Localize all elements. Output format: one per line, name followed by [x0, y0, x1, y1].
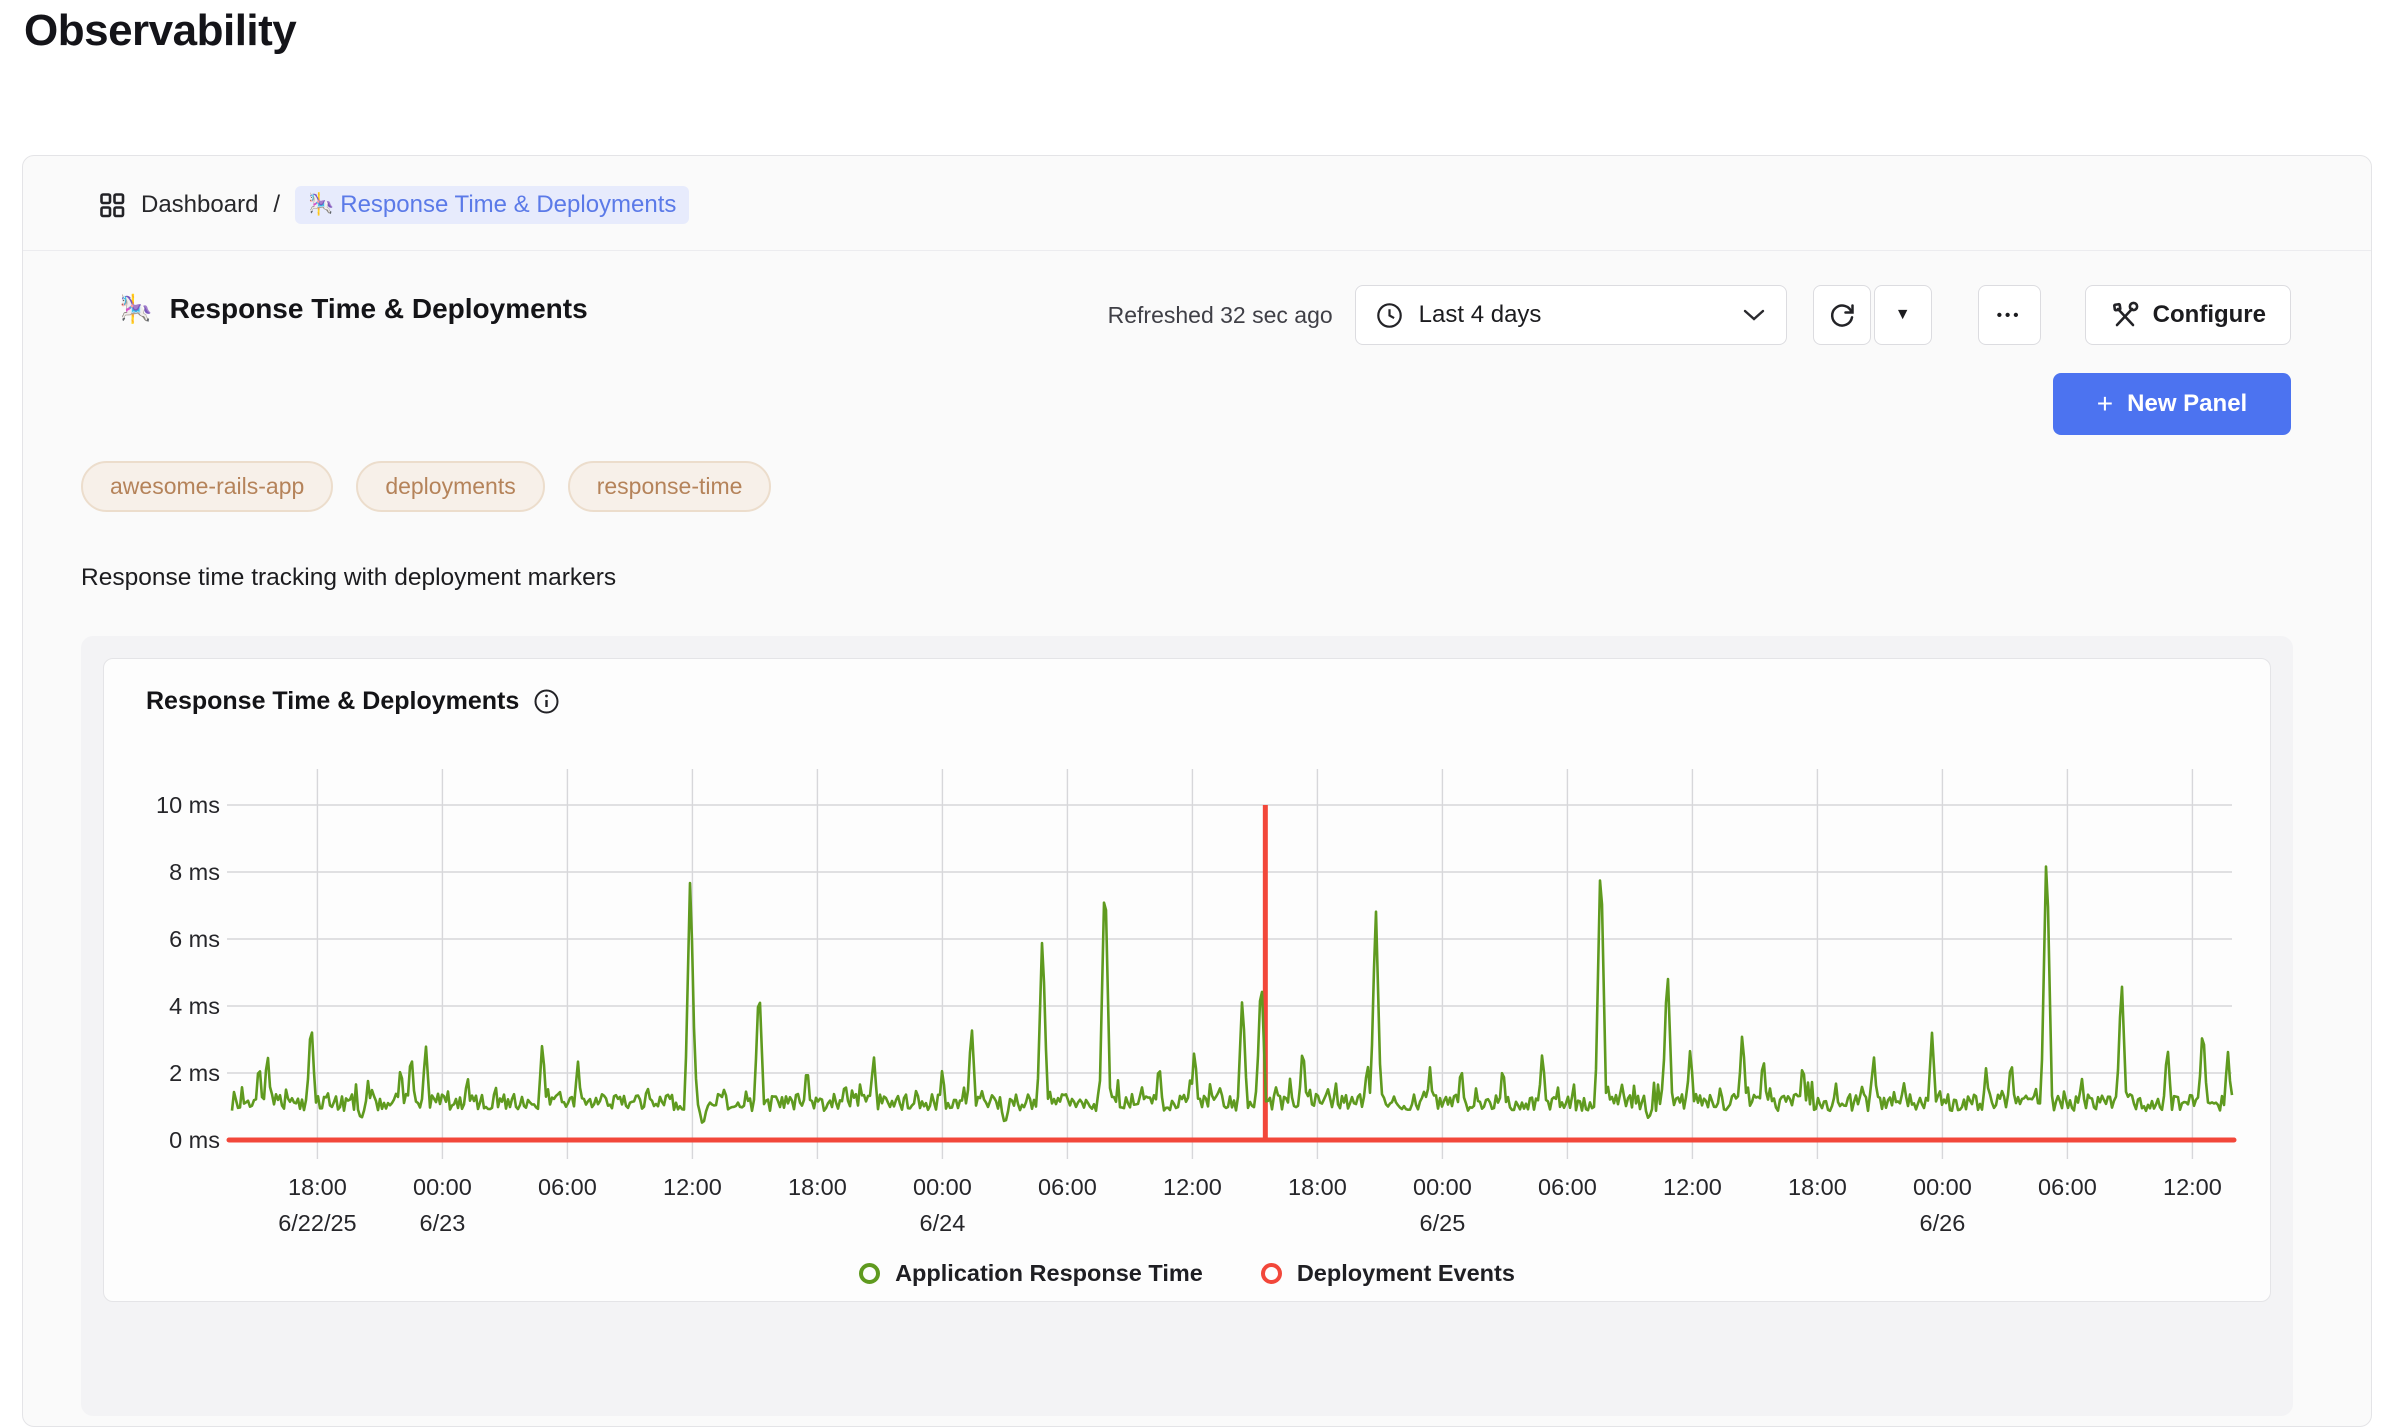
- legend-deployment-events[interactable]: Deployment Events: [1260, 1260, 1515, 1287]
- breadcrumb-separator: /: [273, 191, 281, 218]
- dashboard-description: Response time tracking with deployment m…: [81, 564, 617, 591]
- dashboard-header: 🎠 Response Time & Deployments Refreshed …: [23, 251, 2371, 435]
- svg-text:6/23: 6/23: [420, 1210, 466, 1236]
- svg-text:18:00: 18:00: [1288, 1174, 1347, 1200]
- svg-text:12:00: 12:00: [663, 1174, 722, 1200]
- svg-text:06:00: 06:00: [538, 1174, 597, 1200]
- svg-text:4 ms: 4 ms: [169, 993, 220, 1019]
- svg-text:6/24: 6/24: [920, 1210, 966, 1236]
- dashboard-title-text: Response Time & Deployments: [169, 293, 588, 324]
- dashboard-card: Dashboard / 🎠 Response Time & Deployment…: [22, 155, 2372, 1427]
- legend-label: Application Response Time: [895, 1260, 1203, 1286]
- tag-response-time[interactable]: response-time: [567, 461, 772, 512]
- chart-section: Response Time & Deployments 0 ms 2 ms 4 ms…: [81, 636, 2293, 1416]
- red-ring-icon: [1260, 1263, 1282, 1284]
- more-options-button[interactable]: •••: [1977, 285, 2041, 345]
- chart-title: Response Time & Deployments: [146, 687, 520, 715]
- refresh-button[interactable]: [1812, 285, 1871, 345]
- svg-text:06:00: 06:00: [2038, 1174, 2097, 1200]
- refresh-icon: [1827, 300, 1857, 330]
- refresh-interval-dropdown[interactable]: ▼: [1873, 285, 1932, 345]
- dashboard-title: 🎠 Response Time & Deployments: [99, 285, 588, 325]
- svg-text:12:00: 12:00: [2163, 1174, 2222, 1200]
- clock-icon: [1376, 302, 1403, 329]
- svg-text:6/26: 6/26: [1920, 1210, 1966, 1236]
- time-range-select[interactable]: Last 4 days: [1354, 285, 1787, 345]
- plus-icon: +: [2096, 388, 2114, 419]
- green-ring-icon: [859, 1263, 881, 1284]
- configure-button[interactable]: Configure: [2084, 285, 2291, 345]
- header-divider: [23, 250, 2371, 251]
- svg-text:00:00: 00:00: [913, 1174, 972, 1200]
- tag-awesome-rails-app[interactable]: awesome-rails-app: [81, 461, 334, 512]
- svg-text:06:00: 06:00: [1538, 1174, 1597, 1200]
- svg-text:06:00: 06:00: [1038, 1174, 1097, 1200]
- response-time-chart[interactable]: 0 ms 2 ms 4 ms 6 ms 8 ms 10 ms 18:00 6/22/25 00:…: [104, 659, 2270, 1301]
- svg-text:6/22/25: 6/22/25: [278, 1210, 356, 1236]
- breadcrumb-dashboard-link[interactable]: Dashboard: [141, 191, 259, 218]
- svg-text:6/25: 6/25: [1420, 1210, 1466, 1236]
- svg-text:00:00: 00:00: [1413, 1174, 1472, 1200]
- configure-label: Configure: [2152, 301, 2266, 328]
- new-panel-label: New Panel: [2127, 390, 2248, 417]
- dashboard-grid-icon: [99, 192, 126, 219]
- info-icon[interactable]: [533, 688, 560, 715]
- svg-text:12:00: 12:00: [1663, 1174, 1722, 1200]
- svg-text:18:00: 18:00: [788, 1174, 847, 1200]
- tag-deployments[interactable]: deployments: [356, 461, 545, 512]
- carousel-emoji-icon: 🎠: [119, 294, 153, 324]
- tags-row: awesome-rails-app deployments response-t…: [81, 461, 2371, 512]
- svg-text:18:00: 18:00: [288, 1174, 347, 1200]
- chevron-down-icon: [1742, 308, 1766, 322]
- legend-application-response-time[interactable]: Application Response Time: [859, 1260, 1203, 1287]
- svg-text:6 ms: 6 ms: [169, 926, 220, 952]
- svg-text:00:00: 00:00: [413, 1174, 472, 1200]
- svg-text:10 ms: 10 ms: [156, 792, 220, 818]
- chart-legend: Application Response Time Deployment Eve…: [104, 1260, 2270, 1287]
- new-panel-button[interactable]: + New Panel: [2053, 373, 2291, 435]
- carousel-emoji-icon: 🎠: [308, 193, 335, 216]
- chart-panel[interactable]: Response Time & Deployments 0 ms 2 ms 4 ms…: [103, 658, 2271, 1302]
- tools-icon: [2110, 300, 2140, 330]
- breadcrumb: Dashboard / 🎠 Response Time & Deployment…: [23, 156, 2371, 250]
- svg-text:8 ms: 8 ms: [169, 859, 220, 885]
- breadcrumb-current-label: Response Time & Deployments: [340, 191, 677, 218]
- svg-text:18:00: 18:00: [1788, 1174, 1847, 1200]
- svg-text:0 ms: 0 ms: [169, 1127, 220, 1153]
- svg-text:00:00: 00:00: [1913, 1174, 1972, 1200]
- svg-text:2 ms: 2 ms: [169, 1060, 220, 1086]
- svg-text:12:00: 12:00: [1163, 1174, 1222, 1200]
- time-range-value: Last 4 days: [1418, 301, 1542, 328]
- legend-label: Deployment Events: [1296, 1260, 1515, 1286]
- page-title: Observability: [24, 6, 297, 55]
- refreshed-status: Refreshed 32 sec ago: [1107, 301, 1333, 328]
- breadcrumb-current-chip[interactable]: 🎠 Response Time & Deployments: [295, 186, 690, 224]
- caret-down-icon: ▼: [1894, 306, 1911, 323]
